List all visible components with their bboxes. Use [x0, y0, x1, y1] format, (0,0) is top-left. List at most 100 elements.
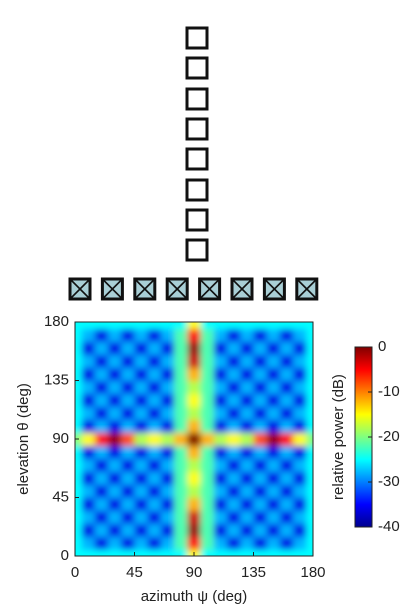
- heatmap-cell: [187, 393, 202, 407]
- heatmap-cell: [306, 432, 313, 446]
- heatmap-cell: [266, 354, 281, 368]
- heatmap-cell: [108, 406, 122, 420]
- heatmap-cell: [293, 497, 307, 511]
- heatmap-cell: [187, 328, 202, 342]
- heatmap-cell: [121, 497, 135, 511]
- heatmap-cell: [240, 458, 254, 472]
- heatmap-cell: [306, 367, 313, 381]
- y-tick-label: 0: [61, 547, 69, 564]
- heatmap-cell: [293, 549, 307, 556]
- heatmap-cell: [266, 406, 281, 420]
- heatmap-cell: [147, 341, 162, 355]
- horizontal-array: [68, 277, 319, 301]
- heatmap-cell: [253, 406, 268, 420]
- heatmap-cell: [240, 419, 254, 433]
- heatmap-cell: [147, 549, 162, 556]
- heatmap-cell: [227, 510, 241, 524]
- heatmap-cell: [75, 354, 83, 368]
- array-diagram: [185, 26, 209, 262]
- heatmap-cell: [200, 322, 215, 329]
- heatmap-cell: [121, 510, 135, 524]
- heatmap-cell: [134, 406, 149, 420]
- heatmap-cell: [94, 445, 109, 459]
- heatmap-cell: [174, 510, 188, 524]
- heatmap-cell: [266, 510, 281, 524]
- heatmap-cell: [94, 510, 109, 524]
- y-axis-label: elevation θ (deg): [15, 383, 32, 495]
- heatmap-cell: [253, 341, 268, 355]
- heatmap-cell: [121, 367, 135, 381]
- heatmap-cell: [160, 367, 175, 381]
- heatmap-cell: [94, 432, 109, 446]
- heatmap-cell: [293, 419, 307, 433]
- heatmap-cell: [200, 393, 215, 407]
- heatmap-cell: [147, 432, 162, 446]
- heatmap-cell: [187, 354, 202, 368]
- heatmap-cell: [293, 445, 307, 459]
- heatmap-cell: [160, 341, 175, 355]
- heatmap-cell: [174, 445, 188, 459]
- heatmap-cell: [160, 322, 175, 329]
- heatmap-cell: [75, 523, 83, 537]
- x-tick-label: 0: [71, 564, 79, 581]
- heatmap-cell: [121, 432, 135, 446]
- heatmap-cell: [134, 367, 149, 381]
- heatmap-cell: [94, 484, 109, 498]
- heatmap-cell: [147, 328, 162, 342]
- heatmap-cell: [253, 471, 268, 485]
- heatmap-cell: [279, 328, 294, 342]
- heatmap-cell: [200, 380, 215, 394]
- heatmap-cell: [94, 380, 109, 394]
- heatmap-cell: [147, 393, 162, 407]
- heatmap-cell: [75, 367, 83, 381]
- heatmap-cell: [187, 471, 202, 485]
- heatmap-cell: [227, 328, 241, 342]
- heatmap-cell: [75, 445, 83, 459]
- heatmap-cell: [279, 471, 294, 485]
- heatmap-cell: [147, 419, 162, 433]
- heatmap-cell: [160, 523, 175, 537]
- heatmap-cell: [240, 471, 254, 485]
- heatmap-cell: [293, 367, 307, 381]
- heatmap-cell: [75, 322, 83, 329]
- heatmap-cell: [293, 523, 307, 537]
- heatmap-cell: [240, 393, 254, 407]
- heatmap-cell: [75, 549, 83, 556]
- heatmap-cell: [147, 497, 162, 511]
- heatmap-cell: [253, 380, 268, 394]
- heatmap-cell: [160, 380, 175, 394]
- y-tick-label: 135: [44, 371, 69, 388]
- heatmap-cell: [134, 510, 149, 524]
- heatmap-cell: [253, 536, 268, 550]
- heatmap-cell: [227, 393, 241, 407]
- heatmap-cell: [266, 445, 281, 459]
- heatmap-cell: [306, 484, 313, 498]
- heatmap-cell: [81, 367, 96, 381]
- heatmap-cell: [213, 406, 228, 420]
- heatmap-cell: [94, 536, 109, 550]
- heatmap-cell: [187, 406, 202, 420]
- heatmap-cell: [306, 523, 313, 537]
- heatmap-cell: [240, 328, 254, 342]
- heatmap-cell: [75, 406, 83, 420]
- heatmap-cell: [121, 523, 135, 537]
- heatmap-cell: [200, 341, 215, 355]
- heatmap-cell: [174, 458, 188, 472]
- heatmap-cell: [266, 367, 281, 381]
- heatmap-cell: [279, 406, 294, 420]
- heatmap-cell: [94, 523, 109, 537]
- heatmap-cell: [187, 367, 202, 381]
- heatmap-cell: [134, 523, 149, 537]
- heatmap-cell: [240, 432, 254, 446]
- heatmap-cell: [253, 497, 268, 511]
- heatmap-cell: [134, 419, 149, 433]
- heatmap-cell: [200, 471, 215, 485]
- element-cross: [263, 278, 285, 300]
- heatmap-cell: [253, 549, 268, 556]
- heatmap-cell: [293, 322, 307, 329]
- heatmap-cell: [213, 354, 228, 368]
- heatmap-cell: [200, 497, 215, 511]
- heatmap-cell: [213, 380, 228, 394]
- heatmap-cell: [121, 445, 135, 459]
- heatmap-cell: [213, 471, 228, 485]
